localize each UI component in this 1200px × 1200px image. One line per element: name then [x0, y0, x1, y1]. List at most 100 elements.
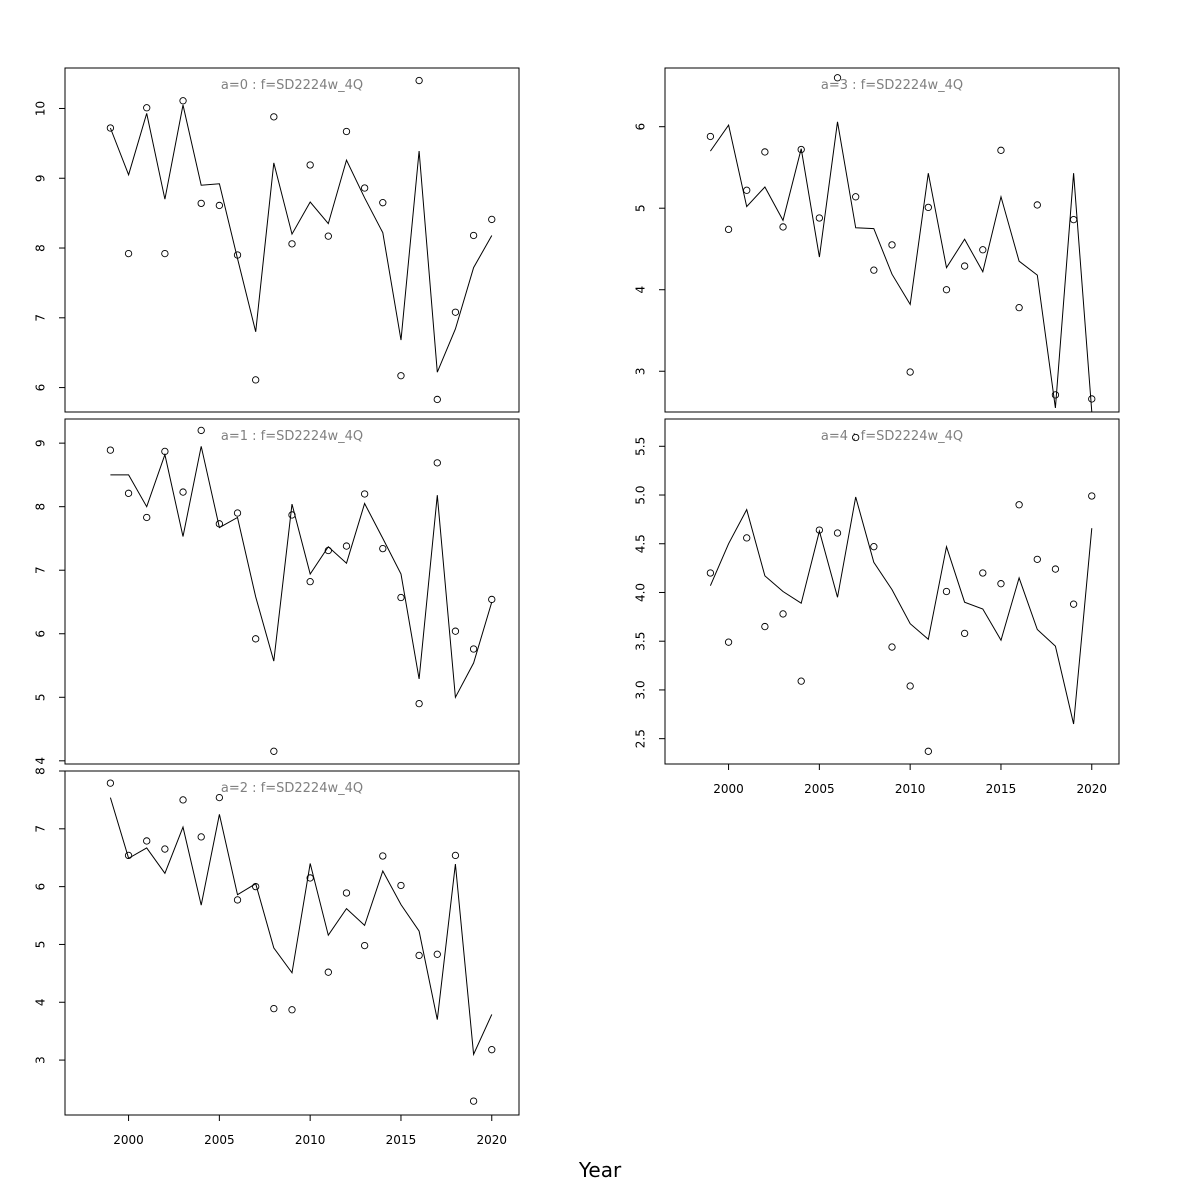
data-point: [706, 132, 715, 141]
data-point: [360, 490, 369, 498]
y-tick-label: 5: [34, 941, 48, 949]
data-point: [488, 595, 496, 604]
panel-title: a=2 : f=SD2224w_4Q: [221, 781, 363, 796]
plot-frame: [664, 67, 1120, 413]
data-point: [888, 643, 896, 651]
y-tick-label: 5: [634, 204, 648, 212]
data-point: [379, 544, 387, 553]
data-point: [306, 578, 314, 586]
data-point: [1069, 600, 1078, 608]
y-tick-label: 6: [34, 630, 48, 638]
data-point: [469, 1097, 478, 1105]
plot-frame: [64, 770, 520, 1116]
data-point: [743, 186, 751, 194]
x-tick-label: 2010: [895, 782, 926, 796]
data-point: [870, 543, 878, 551]
data-point: [161, 845, 169, 853]
y-tick-label: 9: [34, 439, 48, 447]
panel-title: a=1 : f=SD2224w_4Q: [221, 429, 363, 444]
data-point: [870, 266, 878, 274]
y-tick-label: 5.5: [634, 437, 648, 456]
data-point: [342, 542, 351, 550]
data-point: [906, 682, 914, 690]
y-tick-label: 6: [634, 123, 648, 131]
data-point: [924, 203, 932, 212]
data-point: [252, 882, 260, 891]
data-point: [415, 699, 423, 708]
data-point: [797, 145, 805, 154]
data-point: [252, 376, 260, 384]
data-point: [215, 201, 224, 210]
data-point: [924, 747, 932, 755]
data-point: [360, 184, 369, 192]
data-point: [724, 638, 733, 646]
x-tick-label: 2000: [713, 782, 744, 796]
data-point: [415, 951, 423, 960]
data-point: [1051, 565, 1060, 573]
y-tick-label: 2.5: [634, 729, 648, 748]
y-tick-label: 3.0: [634, 680, 648, 699]
x-tick-label: 2010: [295, 1133, 326, 1147]
data-point: [197, 833, 205, 841]
data-point: [1051, 391, 1060, 399]
data-point: [342, 127, 351, 136]
data-point: [451, 627, 460, 635]
y-tick-label: 8: [34, 503, 48, 511]
data-point: [270, 747, 278, 755]
panel-3: a=3 : f=SD2224w_4Q 3 4 5 6: [634, 67, 1120, 413]
x-tick-label: 2005: [804, 782, 835, 796]
data-point: [106, 124, 115, 132]
x-axis-label: Year: [578, 1158, 622, 1182]
data-point: [397, 372, 405, 380]
y-tick-label: 7: [34, 314, 48, 322]
data-point: [397, 593, 405, 602]
data-point: [906, 368, 914, 376]
data-point: [433, 395, 441, 404]
series-line: [709, 121, 1093, 413]
data-point: [324, 232, 332, 240]
data-point: [779, 610, 787, 618]
x-tick-label: 2015: [386, 1133, 417, 1147]
data-point: [288, 240, 296, 248]
y-tick-label: 10: [34, 101, 48, 116]
data-point: [360, 941, 369, 950]
y-tick-label: 4: [34, 757, 48, 765]
data-point: [415, 76, 423, 85]
data-point: [1033, 201, 1041, 209]
data-point: [469, 231, 478, 240]
x-tick-label: 2015: [986, 782, 1017, 796]
y-tick-label: 4: [634, 286, 648, 294]
panel-1: a=1 : f=SD2224w_4Q 4 5 6 7 8 9: [34, 418, 520, 765]
x-tick-label: 2005: [204, 1133, 235, 1147]
data-point: [215, 520, 224, 528]
plot-frame: [64, 67, 520, 413]
series-line: [709, 496, 1093, 725]
data-point: [451, 851, 460, 860]
plot-frame: [64, 418, 520, 765]
series-line: [110, 446, 493, 700]
data-point: [942, 286, 951, 294]
data-point: [179, 97, 187, 105]
data-point: [997, 580, 1005, 588]
data-point: [706, 569, 715, 577]
data-point: [179, 796, 187, 804]
data-point: [779, 223, 787, 231]
data-point: [761, 148, 769, 156]
y-tick-label: 8: [34, 767, 48, 775]
data-point: [942, 587, 951, 596]
data-point: [797, 677, 805, 685]
y-tick-label: 3: [34, 1056, 48, 1064]
data-point: [724, 225, 733, 234]
panel-2: a=2 : f=SD2224w_4Q 3 4 5 6 7 8 2000 2005 2010 2015…: [34, 767, 520, 1147]
data-point: [124, 851, 133, 860]
data-point: [979, 246, 987, 254]
data-point: [469, 645, 478, 653]
y-tick-label: 7: [34, 825, 48, 833]
data-point: [252, 635, 260, 643]
data-point: [743, 534, 751, 542]
data-point: [433, 459, 441, 467]
data-point: [397, 881, 405, 890]
data-point: [488, 1046, 496, 1054]
y-tick-label: 4.5: [634, 534, 648, 553]
